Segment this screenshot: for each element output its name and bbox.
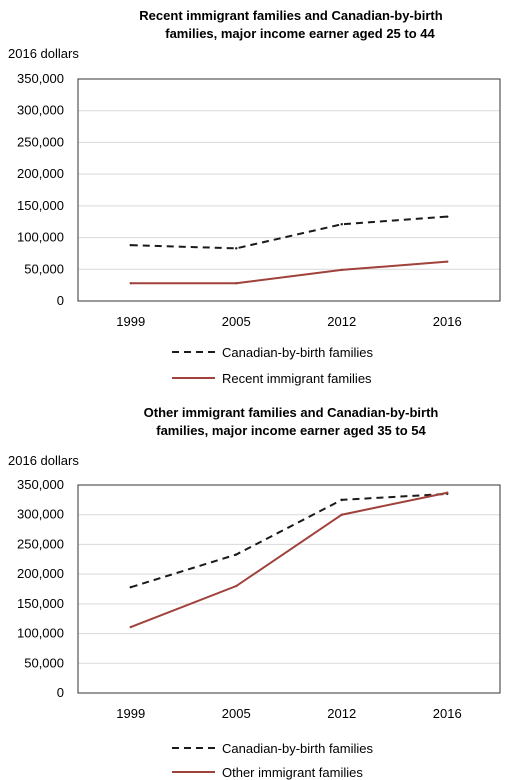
series-1-point: [129, 282, 132, 285]
chart-top: Recent immigrant families and Canadian-b…: [8, 8, 501, 386]
x-tick-label: 2012: [327, 706, 356, 721]
y-tick-label: 100,000: [17, 626, 64, 641]
x-tick-label: 2005: [222, 706, 251, 721]
series-1-point: [235, 584, 238, 588]
series-0-point: [446, 215, 449, 218]
legend-label-0: Canadian-by-birth families: [222, 345, 374, 360]
chart-title-line2: families, major income earner aged 25 to…: [165, 26, 435, 41]
legend-label-1: Other immigrant families: [222, 765, 363, 780]
plot-frame: [77, 78, 501, 302]
x-tick-label: 2012: [327, 314, 356, 329]
series-0-point: [129, 586, 132, 589]
x-tick-label: 1999: [116, 314, 145, 329]
y-tick-label: 200,000: [17, 166, 64, 181]
series-0-point: [235, 553, 238, 556]
chart-title-line1: Recent immigrant families and Canadian-b…: [139, 8, 442, 23]
y-tick-label: 100,000: [17, 230, 64, 245]
series-1-point: [340, 268, 343, 272]
series-line-0: [130, 215, 448, 250]
series-1-point: [340, 513, 343, 516]
y-tick-label: 300,000: [17, 507, 64, 522]
series-1-point: [235, 282, 238, 285]
series-1-point: [446, 260, 449, 263]
y-tick-label: 150,000: [17, 596, 64, 611]
series-line-1: [130, 260, 448, 285]
x-tick-label: 1999: [116, 706, 145, 721]
y-tick-label: 250,000: [17, 536, 64, 551]
y-tick-label: 250,000: [17, 134, 64, 149]
y-tick-label: 200,000: [17, 566, 64, 581]
series-0-point: [340, 223, 343, 226]
chart-title-line2: families, major income earner aged 35 to…: [156, 423, 426, 438]
y-tick-label: 0: [57, 293, 64, 308]
y-tick-label: 0: [57, 685, 64, 700]
series-0-point: [340, 498, 343, 502]
series-0-point: [129, 243, 132, 247]
series-line-0: [130, 492, 448, 589]
series-1-point: [129, 625, 132, 629]
legend-label-0: Canadian-by-birth families: [222, 741, 374, 756]
series-1-point: [446, 491, 449, 494]
chart-bottom: Other immigrant families and Canadian-by…: [8, 405, 501, 780]
y-tick-label: 150,000: [17, 198, 64, 213]
y-tick-label: 50,000: [24, 261, 64, 276]
y-tick-label: 300,000: [17, 103, 64, 118]
y-tick-label: 350,000: [17, 71, 64, 86]
plot-frame: [77, 484, 501, 694]
y-tick-label: 350,000: [17, 477, 64, 492]
x-tick-label: 2016: [433, 314, 462, 329]
y-axis-unit-label: 2016 dollars: [8, 453, 79, 468]
x-tick-label: 2016: [433, 706, 462, 721]
x-tick-label: 2005: [222, 314, 251, 329]
y-axis-unit-label: 2016 dollars: [8, 46, 79, 61]
y-tick-label: 50,000: [24, 655, 64, 670]
chart-title-line1: Other immigrant families and Canadian-by…: [144, 405, 439, 420]
series-line-1: [130, 491, 448, 628]
series-0-point: [235, 247, 238, 250]
legend-label-1: Recent immigrant families: [222, 371, 372, 386]
